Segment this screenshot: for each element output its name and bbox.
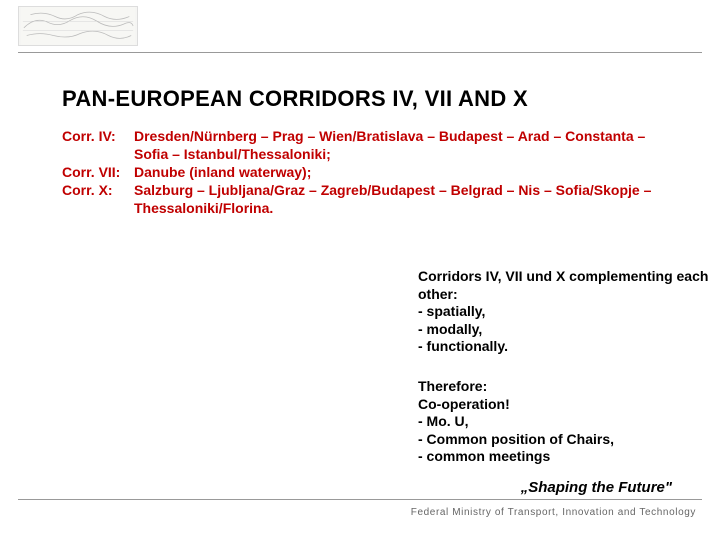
complement-heading: Corridors IV, VII und X complementing ea… [418, 268, 720, 303]
therefore-sub: Co-operation! [418, 396, 614, 414]
corridor-row: Corr. VII: Danube (inland waterway); [62, 164, 680, 182]
corridor-row: Corr. X: Salzburg – Ljubljana/Graz – Zag… [62, 182, 680, 218]
corridor-label: Corr. IV: [62, 128, 134, 146]
complement-item: - functionally. [418, 338, 720, 356]
corridor-description: Dresden/Nürnberg – Prag – Wien/Bratislav… [134, 128, 680, 164]
complement-item: - modally, [418, 321, 720, 339]
therefore-item: - Mo. U, [418, 413, 614, 431]
complement-block: Corridors IV, VII und X complementing ea… [418, 268, 720, 356]
ministry-credit: Federal Ministry of Transport, Innovatio… [411, 507, 696, 518]
corridor-description: Salzburg – Ljubljana/Graz – Zagreb/Budap… [134, 182, 680, 218]
corridor-list: Corr. IV: Dresden/Nürnberg – Prag – Wien… [62, 128, 680, 218]
corridor-label: Corr. VII: [62, 164, 134, 182]
corridor-label: Corr. X: [62, 182, 134, 200]
map-thumbnail [18, 6, 138, 46]
therefore-block: Therefore: Co-operation! - Mo. U, - Comm… [418, 378, 614, 466]
top-divider [18, 52, 702, 53]
bottom-divider [18, 499, 702, 500]
corridor-description: Danube (inland waterway); [134, 164, 680, 182]
therefore-heading: Therefore: [418, 378, 614, 396]
tagline: „Shaping the Future" [521, 479, 672, 496]
corridor-row: Corr. IV: Dresden/Nürnberg – Prag – Wien… [62, 128, 680, 164]
therefore-item: - Common position of Chairs, [418, 431, 614, 449]
page-title: PAN-EUROPEAN CORRIDORS IV, VII AND X [62, 86, 528, 112]
therefore-item: - common meetings [418, 448, 614, 466]
complement-item: - spatially, [418, 303, 720, 321]
